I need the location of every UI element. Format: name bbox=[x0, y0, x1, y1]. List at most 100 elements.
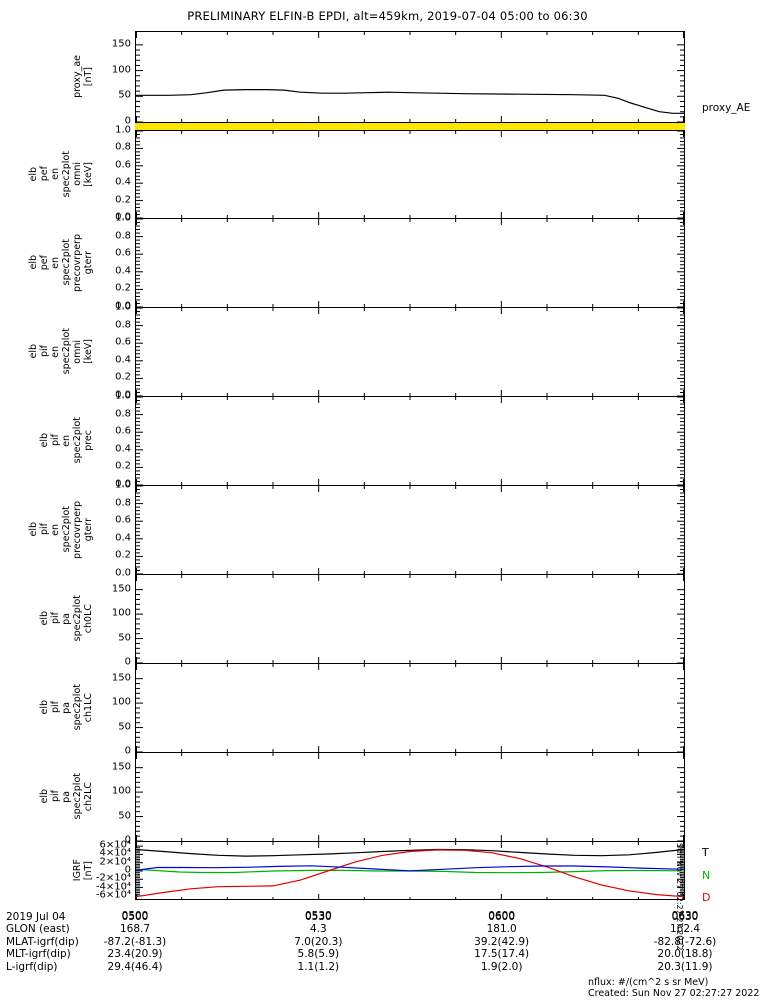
panel-canvas bbox=[136, 219, 684, 307]
panel-canvas bbox=[136, 753, 684, 841]
y-tick-label: 0 bbox=[124, 656, 131, 668]
y-tick-label: 0.6 bbox=[115, 336, 131, 348]
plot-area bbox=[135, 31, 685, 900]
y-tick-label: 0 bbox=[124, 115, 131, 127]
annotation-value: -87.2(-81.3) bbox=[103, 935, 167, 948]
panel-pif-en-omni bbox=[135, 307, 685, 396]
created-timestamp-note: Created: Sun Nov 27 02:27:27 2022 bbox=[588, 988, 760, 999]
nflux-units-note: nflux: #/(cm^2 s sr MeV) bbox=[588, 977, 709, 988]
annotation-value: 20.0(18.8) bbox=[657, 948, 713, 961]
panel-pif-pa-ch1lc bbox=[135, 663, 685, 752]
annotation-value: 0530 bbox=[304, 911, 332, 923]
y-tick-label: 0 bbox=[124, 864, 131, 876]
y-tick-label: 1.0 bbox=[115, 124, 131, 136]
y-tick-label: 1.0 bbox=[115, 390, 131, 402]
annotation-value: 39.2(42.9) bbox=[474, 935, 530, 948]
y-tick-label: -2×10⁴ bbox=[95, 872, 131, 884]
annotation-row-label: 2019 Jul 04 bbox=[6, 911, 66, 923]
panel-plot-region bbox=[136, 131, 684, 218]
y-tick-label: 0.8 bbox=[115, 230, 131, 242]
y-tick-label: 2×10⁴ bbox=[99, 856, 131, 868]
y-axis-label-line: spec2plot bbox=[61, 239, 72, 286]
page-title: PRELIMINARY ELFIN-B EPDI, alt=459km, 201… bbox=[187, 9, 588, 23]
y-tick-label: 0.0 bbox=[115, 567, 131, 579]
y-tick-label: 50 bbox=[118, 89, 131, 101]
y-tick-label: 50 bbox=[118, 721, 131, 733]
panel-pif-pa-ch2lc bbox=[135, 752, 685, 841]
annotation-value: 168.7 bbox=[119, 923, 151, 936]
annotation-value: 5.8(5.9) bbox=[297, 948, 340, 961]
igrf-legend-D: D bbox=[702, 891, 711, 904]
panel-canvas bbox=[136, 32, 684, 122]
y-tick-label: 0.4 bbox=[115, 176, 131, 188]
series-D bbox=[136, 849, 684, 898]
panel-pif-en-prec bbox=[135, 396, 685, 485]
y-tick-label: 150 bbox=[111, 761, 131, 773]
y-tick-label: 0.2 bbox=[115, 282, 131, 294]
y-tick-label: 1.0 bbox=[115, 479, 131, 491]
annotation-value: 162.4 bbox=[669, 923, 701, 936]
y-tick-label: 100 bbox=[111, 607, 131, 619]
y-tick-label: 100 bbox=[111, 64, 131, 76]
y-tick-label: 0.4 bbox=[115, 265, 131, 277]
y-tick-label: 0.6 bbox=[115, 247, 131, 259]
annotation-row-label: L-igrf(dip) bbox=[6, 960, 58, 973]
y-tick-label: 0.6 bbox=[115, 159, 131, 171]
annotation-value: 181.0 bbox=[486, 923, 517, 936]
panel-pif-en-precovrperp bbox=[135, 485, 685, 574]
series-T bbox=[136, 848, 684, 857]
panel-plot-region bbox=[136, 397, 684, 485]
y-tick-label: 0.8 bbox=[115, 408, 131, 420]
y-tick-label: 50 bbox=[118, 632, 131, 644]
y-tick-label: 0.8 bbox=[115, 497, 131, 509]
proxy-ae-trace-label: proxy_AE bbox=[702, 102, 751, 114]
y-tick-label: 0.8 bbox=[115, 141, 131, 153]
y-tick-label: 6×10⁴ bbox=[99, 839, 131, 851]
x-tick-label: 0500 bbox=[121, 910, 149, 922]
panel-canvas bbox=[136, 308, 684, 396]
series-proxy_AE bbox=[136, 89, 684, 114]
y-tick-label: 150 bbox=[111, 672, 131, 684]
y-tick-label: -6×10⁴ bbox=[95, 889, 131, 901]
y-tick-label: 0.2 bbox=[115, 549, 131, 561]
y-tick-label: 150 bbox=[111, 583, 131, 595]
annotation-value: -82.8(-72.6) bbox=[653, 935, 717, 948]
y-tick-label: 100 bbox=[111, 785, 131, 797]
y-axis-label-line: spec2plot bbox=[61, 150, 72, 198]
y-tick-label: 1.0 bbox=[115, 212, 131, 224]
series-extra bbox=[136, 865, 684, 872]
y-tick-label: 0 bbox=[124, 834, 131, 846]
panel-plot-region bbox=[136, 32, 684, 122]
panel-plot-region bbox=[136, 842, 684, 899]
annotation-row-label: GLON (east) bbox=[6, 923, 70, 936]
created-timestamp-vertical: Sun Nov 27 02:27:27 2022 bbox=[675, 843, 684, 951]
y-tick-label: 0.6 bbox=[115, 425, 131, 437]
annotation-value: 23.4(20.9) bbox=[107, 948, 163, 961]
panel-canvas bbox=[136, 664, 684, 752]
annotation-value: 7.0(20.3) bbox=[294, 935, 343, 948]
y-tick-label: 50 bbox=[118, 810, 131, 822]
panel-canvas bbox=[136, 486, 684, 574]
y-axis-label-line: spec2plot bbox=[61, 328, 72, 375]
x-tick-label: 0630 bbox=[671, 910, 699, 922]
y-tick-label: 0.0 bbox=[115, 300, 131, 312]
annotation-value: 1.9(2.0) bbox=[480, 960, 523, 973]
annotation-value: 1.1(1.2) bbox=[297, 960, 340, 973]
annotation-value: 0500 bbox=[121, 911, 149, 923]
series-N bbox=[136, 868, 684, 874]
annotation-value: 0630 bbox=[671, 911, 699, 923]
y-tick-label: 0.0 bbox=[115, 478, 131, 490]
annotation-value: 4.3 bbox=[309, 923, 327, 936]
x-tick-label: 0530 bbox=[304, 910, 332, 922]
panel-plot-region bbox=[136, 664, 684, 752]
y-tick-label: 150 bbox=[111, 38, 131, 50]
y-tick-label: 0.8 bbox=[115, 319, 131, 331]
panel-pef-en-omni bbox=[135, 130, 685, 218]
yellow-status-bar bbox=[135, 122, 685, 130]
annotation-value: 17.5(17.4) bbox=[474, 948, 530, 961]
annotation-value: 29.4(46.4) bbox=[107, 960, 163, 973]
panel-canvas bbox=[136, 131, 684, 218]
yellow-bar-edge bbox=[135, 122, 685, 123]
panel-canvas bbox=[136, 842, 684, 899]
panel-canvas bbox=[136, 397, 684, 485]
